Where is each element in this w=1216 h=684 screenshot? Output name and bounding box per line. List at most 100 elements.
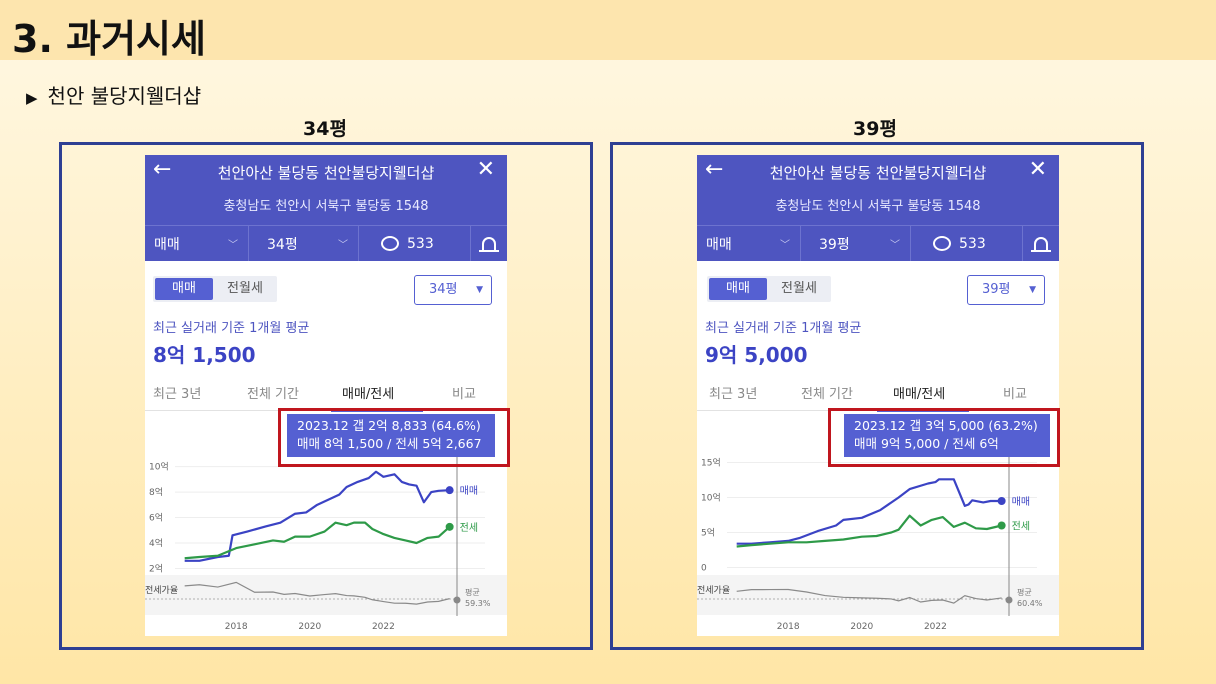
series-endpoint bbox=[445, 522, 454, 531]
y-tick-label: 2억 bbox=[149, 562, 163, 574]
tab-all-period[interactable]: 전체 기간 bbox=[801, 387, 853, 402]
back-arrow-icon[interactable]: ← bbox=[705, 157, 724, 182]
tab-compare[interactable]: 비교 bbox=[452, 387, 476, 402]
panel-frame-34 bbox=[59, 142, 593, 650]
trade-toggle: 매매 전월세 bbox=[153, 276, 277, 302]
alert-button[interactable] bbox=[471, 225, 507, 261]
tab-all-period[interactable]: 전체 기간 bbox=[247, 387, 299, 402]
close-icon[interactable]: ✕ bbox=[1028, 157, 1047, 182]
comment-count: 533 bbox=[407, 235, 434, 252]
bullet-icon: ▶ bbox=[26, 89, 38, 107]
comments-button[interactable]: 533 bbox=[911, 225, 1023, 261]
toggle-rent[interactable]: 전월세 bbox=[227, 281, 263, 296]
comment-count: 533 bbox=[959, 235, 986, 252]
trade-type-select[interactable]: 매매 ﹀ bbox=[697, 225, 801, 261]
series-line-sale bbox=[736, 478, 1002, 545]
back-arrow-icon[interactable]: ← bbox=[153, 157, 172, 182]
close-icon[interactable]: ✕ bbox=[476, 157, 495, 182]
area-label: 39평 bbox=[819, 236, 850, 253]
ratio-line bbox=[184, 581, 450, 605]
area-select[interactable]: 34평 ﹀ bbox=[249, 225, 359, 261]
series-label: 매매 bbox=[1012, 496, 1030, 508]
tab-recent-3y[interactable]: 최근 3년 bbox=[153, 387, 202, 402]
trade-type-label: 매매 bbox=[154, 236, 180, 253]
title-bar: 3. 과거시세 bbox=[0, 0, 1216, 61]
y-tick-label: 5억 bbox=[701, 527, 715, 539]
ratio-endpoint bbox=[453, 596, 461, 604]
x-tick-label: 2018 bbox=[225, 622, 248, 632]
series-label: 전세 bbox=[460, 522, 478, 534]
area-dropdown-label: 39평 bbox=[982, 282, 1011, 297]
series-endpoint bbox=[997, 497, 1006, 505]
app-header: ← 천안아산 불당동 천안불당지웰더샵 ✕ 충청남도 천안시 서북구 불당동 1… bbox=[697, 155, 1059, 261]
series-line-jeonse bbox=[736, 514, 1002, 548]
subtitle-text: 천안 불당지웰더샵 bbox=[47, 84, 202, 108]
bell-icon bbox=[479, 237, 499, 252]
price-basis-text: 최근 실거래 기준 1개월 평균 bbox=[705, 321, 862, 336]
area-dropdown[interactable]: 39평 ▼ bbox=[967, 275, 1045, 305]
area-select[interactable]: 39평 ﹀ bbox=[801, 225, 911, 261]
size-label-34: 34평 bbox=[303, 118, 347, 140]
comment-bubble-icon bbox=[381, 236, 399, 251]
x-tick-label: 2018 bbox=[777, 622, 800, 632]
ratio-line bbox=[736, 588, 1002, 604]
alert-button[interactable] bbox=[1023, 225, 1059, 261]
x-tick-label: 2020 bbox=[850, 622, 873, 632]
area-dropdown[interactable]: 34평 ▼ bbox=[414, 275, 492, 305]
period-tabs: 최근 3년 전체 기간 매매/전세 비교 bbox=[697, 379, 1059, 412]
y-tick-label: 10억 bbox=[149, 461, 169, 473]
trade-type-select[interactable]: 매매 ﹀ bbox=[145, 225, 249, 261]
series-line-jeonse bbox=[184, 521, 451, 560]
average-price: 8억 1,500 bbox=[153, 343, 256, 367]
panel-frame-39 bbox=[610, 142, 1144, 650]
y-tick-label: 10억 bbox=[701, 492, 721, 504]
comment-bubble-icon bbox=[933, 236, 951, 251]
chevron-down-icon: ﹀ bbox=[890, 240, 900, 251]
toggle-sale[interactable]: 매매 bbox=[709, 278, 767, 300]
chevron-down-icon: ﹀ bbox=[338, 240, 348, 251]
highlight-box bbox=[278, 408, 510, 467]
tab-compare[interactable]: 비교 bbox=[1003, 387, 1027, 402]
bell-icon bbox=[1031, 237, 1051, 252]
series-endpoint bbox=[445, 486, 454, 495]
complex-name: 천안아산 불당동 천안불당지웰더샵 bbox=[769, 164, 987, 182]
tab-recent-3y[interactable]: 최근 3년 bbox=[709, 387, 758, 402]
area-label: 34평 bbox=[267, 236, 298, 253]
tab-sale-jeonse[interactable]: 매매/전세 bbox=[342, 387, 395, 402]
y-tick-label: 15억 bbox=[701, 457, 721, 469]
size-label-39: 39평 bbox=[853, 118, 897, 140]
tooltip-line-prices: 매매 8억 1,500 / 전세 5억 2,667 bbox=[297, 436, 482, 451]
caret-down-icon: ▼ bbox=[1029, 285, 1036, 295]
y-tick-label: 6억 bbox=[149, 512, 163, 524]
comments-button[interactable]: 533 bbox=[359, 225, 471, 261]
complex-name: 천안아산 불당동 천안불당지웰더샵 bbox=[217, 164, 435, 182]
page-title: 3. 과거시세 bbox=[12, 17, 206, 61]
toggle-rent[interactable]: 전월세 bbox=[781, 281, 817, 296]
tab-sale-jeonse[interactable]: 매매/전세 bbox=[893, 387, 946, 402]
jeonse-ratio-label: 전세가율 bbox=[145, 585, 178, 596]
series-line-sale bbox=[184, 470, 450, 562]
app-panel-39: ← 천안아산 불당동 천안불당지웰더샵 ✕ 충청남도 천안시 서북구 불당동 1… bbox=[697, 155, 1059, 636]
ratio-endpoint bbox=[1005, 596, 1013, 604]
chart-tooltip: 2023.12 갭 3억 5,000 (63.2%) 매매 9억 5,000 /… bbox=[844, 414, 1050, 457]
complex-address: 충청남도 천안시 서북구 불당동 1548 bbox=[775, 199, 981, 214]
series-label: 전세 bbox=[1012, 521, 1030, 533]
jeonse-ratio-label: 전세가율 bbox=[697, 585, 730, 596]
average-price: 9억 5,000 bbox=[705, 343, 808, 367]
app-panel-34: ← 천안아산 불당동 천안불당지웰더샵 ✕ 충청남도 천안시 서북구 불당동 1… bbox=[145, 155, 507, 636]
tooltip-line-gap: 2023.12 갭 3억 5,000 (63.2%) bbox=[854, 418, 1038, 433]
average-value: 60.4% bbox=[1017, 599, 1043, 608]
y-tick-label: 0 bbox=[701, 564, 707, 574]
y-tick-label: 8억 bbox=[149, 486, 163, 498]
trade-type-label: 매매 bbox=[706, 236, 732, 253]
chevron-down-icon: ﹀ bbox=[228, 240, 238, 251]
price-basis-text: 최근 실거래 기준 1개월 평균 bbox=[153, 321, 310, 336]
complex-address: 충청남도 천안시 서북구 불당동 1548 bbox=[223, 199, 429, 214]
caret-down-icon: ▼ bbox=[476, 285, 483, 295]
area-dropdown-label: 34평 bbox=[429, 282, 458, 297]
app-header: ← 천안아산 불당동 천안불당지웰더샵 ✕ 충청남도 천안시 서북구 불당동 1… bbox=[145, 155, 507, 261]
toggle-sale[interactable]: 매매 bbox=[155, 278, 213, 300]
ratio-band bbox=[697, 575, 1059, 615]
